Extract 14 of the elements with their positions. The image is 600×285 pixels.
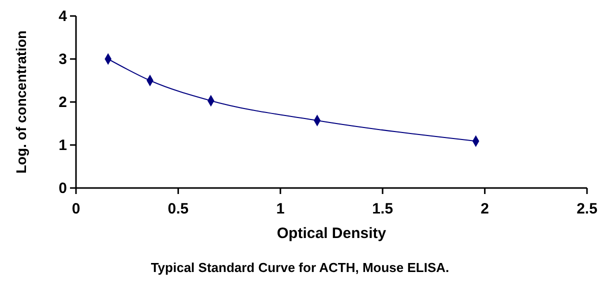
text: Typical Standard Curve for ACTH, Mouse ELISA. [150,260,450,275]
y-tick-label: 2 [58,94,67,111]
x-tick-label: 2 [480,200,489,218]
y-tick-label: 0 [58,180,67,197]
y-tick-label: 1 [58,136,67,154]
y-axis-title: Log. of concentration [13,30,29,174]
x-tick-label: 0 [72,200,80,218]
y-tick-label: 3 [58,50,67,68]
x-tick-label: 1.5 [372,200,394,218]
x-axis-title: Optical Density [276,225,387,242]
x-tick-label: 1 [276,200,285,218]
x-tick-label: 2.5 [576,200,598,218]
y-tick-label: 4 [58,8,68,25]
x-tick-label: 0.5 [168,200,189,218]
